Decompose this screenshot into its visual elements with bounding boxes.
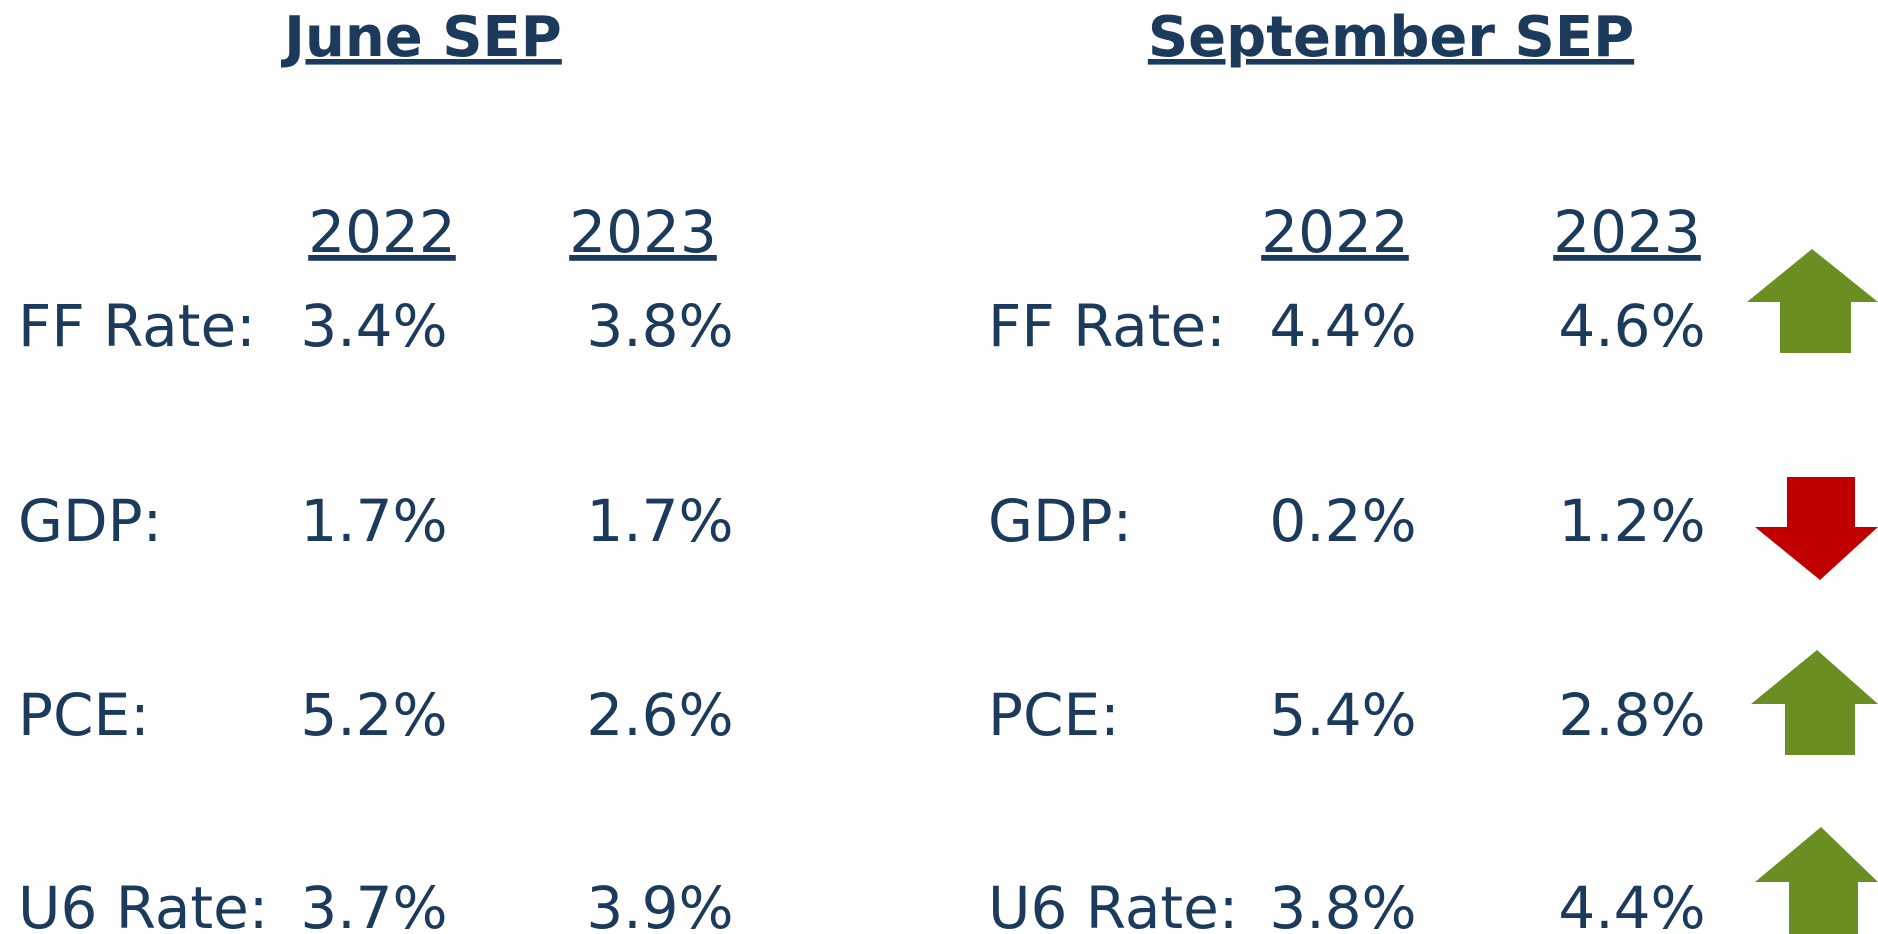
row-label: U6 Rate:	[18, 874, 268, 934]
row-label: U6 Rate:	[988, 874, 1238, 934]
year-header: 2023	[569, 198, 717, 266]
arrow-down	[1755, 477, 1878, 580]
row-value: 4.4%	[1558, 874, 1705, 934]
row-value: 1.7%	[300, 487, 447, 555]
panel-title: June SEP	[280, 5, 562, 70]
arrow-up	[1747, 249, 1878, 353]
row-value: 0.2%	[1269, 487, 1416, 555]
row-value: 2.8%	[1558, 681, 1705, 749]
row-value: 3.4%	[300, 292, 447, 360]
row-value: 4.4%	[1269, 292, 1416, 360]
row-value: 5.2%	[300, 681, 447, 749]
row-value: 1.2%	[1558, 487, 1705, 555]
row-value: 3.8%	[586, 292, 733, 360]
row-value: 3.9%	[586, 874, 733, 934]
row-label: GDP:	[988, 487, 1132, 555]
row-value: 3.7%	[300, 874, 447, 934]
row-value: 3.8%	[1269, 874, 1416, 934]
row-value: 1.7%	[586, 487, 733, 555]
year-header: 2022	[308, 198, 456, 266]
row-label: PCE:	[988, 681, 1120, 749]
panel-title: September SEP	[1148, 5, 1634, 70]
row-value: 5.4%	[1269, 681, 1416, 749]
arrow-up	[1755, 827, 1878, 934]
year-header: 2023	[1553, 198, 1701, 266]
arrow-up	[1751, 650, 1878, 755]
year-header: 2022	[1261, 198, 1409, 266]
row-label: PCE:	[18, 681, 150, 749]
row-label: GDP:	[18, 487, 162, 555]
row-label: FF Rate:	[988, 292, 1226, 360]
row-label: FF Rate:	[18, 292, 256, 360]
row-value: 4.6%	[1558, 292, 1705, 360]
row-value: 2.6%	[586, 681, 733, 749]
